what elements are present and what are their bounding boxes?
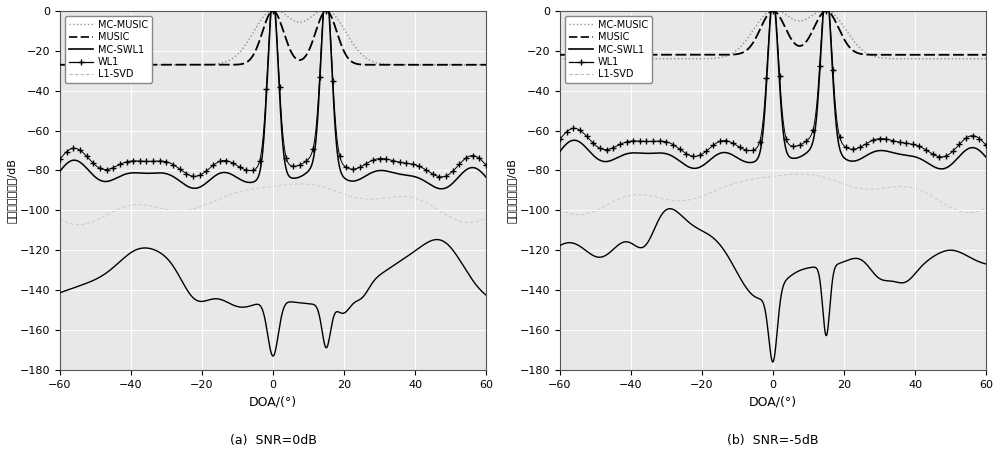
Y-axis label: 归一化输出功率/dB: 归一化输出功率/dB [7, 158, 17, 223]
X-axis label: DOA/(°): DOA/(°) [749, 395, 797, 408]
Legend: MC-MUSIC, MUSIC, MC-SWL1, WL1, L1-SVD: MC-MUSIC, MUSIC, MC-SWL1, WL1, L1-SVD [65, 16, 152, 83]
X-axis label: DOA/(°): DOA/(°) [249, 395, 297, 408]
Text: (b)  SNR=-5dB: (b) SNR=-5dB [727, 434, 819, 447]
Text: (a)  SNR=0dB: (a) SNR=0dB [230, 434, 316, 447]
Legend: MC-MUSIC, MUSIC, MC-SWL1, WL1, L1-SVD: MC-MUSIC, MUSIC, MC-SWL1, WL1, L1-SVD [565, 16, 652, 83]
Y-axis label: 归一化输出功率/dB: 归一化输出功率/dB [507, 158, 517, 223]
